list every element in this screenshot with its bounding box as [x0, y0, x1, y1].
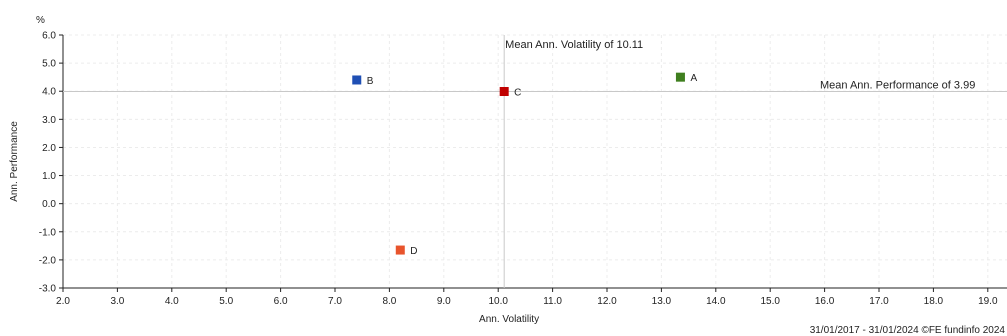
x-tick-label: 2.0 — [56, 296, 70, 307]
point-c — [499, 87, 509, 97]
y-tick-label: 3.0 — [42, 115, 56, 126]
x-tick-label: 3.0 — [110, 296, 124, 307]
x-tick-label: 6.0 — [274, 296, 288, 307]
y-tick-label: -3.0 — [39, 284, 57, 295]
x-tick-label: 17.0 — [869, 296, 889, 307]
mean-volatility-label: Mean Ann. Volatility of 10.11 — [505, 39, 643, 51]
x-tick-label: 4.0 — [165, 296, 179, 307]
x-tick-label: 8.0 — [382, 296, 396, 307]
y-tick-label: 6.0 — [42, 31, 56, 42]
x-tick-label: 12.0 — [597, 296, 617, 307]
y-tick-label: 4.0 — [42, 87, 56, 98]
x-tick-label: 11.0 — [543, 296, 562, 307]
x-tick-label: 10.0 — [488, 296, 508, 307]
x-tick-label: 16.0 — [815, 296, 835, 307]
gridlines — [62, 34, 1007, 289]
y-tick-label: 1.0 — [42, 171, 56, 182]
y-tick-label: 2.0 — [42, 143, 56, 154]
y-tick-label: -2.0 — [39, 255, 57, 266]
mean-performance-label: Mean Ann. Performance of 3.99 — [820, 80, 975, 92]
y-axis-ticks: 6.0 5.0 4.0 3.0 2.0 1.0 0.0 -1.0 -2.0 -3.0 — [39, 31, 63, 295]
x-tick-label: 18.0 — [924, 296, 944, 307]
x-tick-label: 14.0 — [706, 296, 726, 307]
x-axis-ticks: 2.0 3.0 4.0 5.0 6.0 7.0 8.0 9.0 10.0 11.0 12.0 13.0… — [56, 288, 998, 307]
point-a — [675, 72, 685, 82]
point-b — [352, 75, 362, 85]
point-label-a: A — [690, 73, 697, 84]
x-tick-label: 13.0 — [652, 296, 672, 307]
x-tick-label: 19.0 — [978, 296, 998, 307]
axes — [62, 35, 1007, 289]
y-axis-title: Ann. Performance — [9, 121, 20, 202]
point-d — [395, 245, 405, 255]
mean-lines: Mean Ann. Volatility of 10.11 Mean Ann. … — [63, 35, 1007, 288]
point-label-d: D — [410, 246, 417, 257]
point-label-b: B — [367, 76, 374, 87]
point-label-c: C — [514, 88, 521, 99]
x-tick-label: 15.0 — [760, 296, 780, 307]
x-axis-title: Ann. Volatility — [479, 314, 539, 325]
date-range-copyright: 31/01/2017 - 31/01/2024 ©FE fundinfo 202… — [810, 325, 1006, 336]
y-axis-unit: % — [36, 15, 45, 26]
data-points: A B C D — [352, 72, 697, 257]
y-tick-label: 5.0 — [42, 59, 56, 70]
x-tick-label: 9.0 — [437, 296, 451, 307]
y-tick-label: 0.0 — [42, 199, 56, 210]
y-tick-label: -1.0 — [39, 227, 57, 238]
x-tick-label: 7.0 — [328, 296, 342, 307]
x-tick-label: 5.0 — [219, 296, 233, 307]
